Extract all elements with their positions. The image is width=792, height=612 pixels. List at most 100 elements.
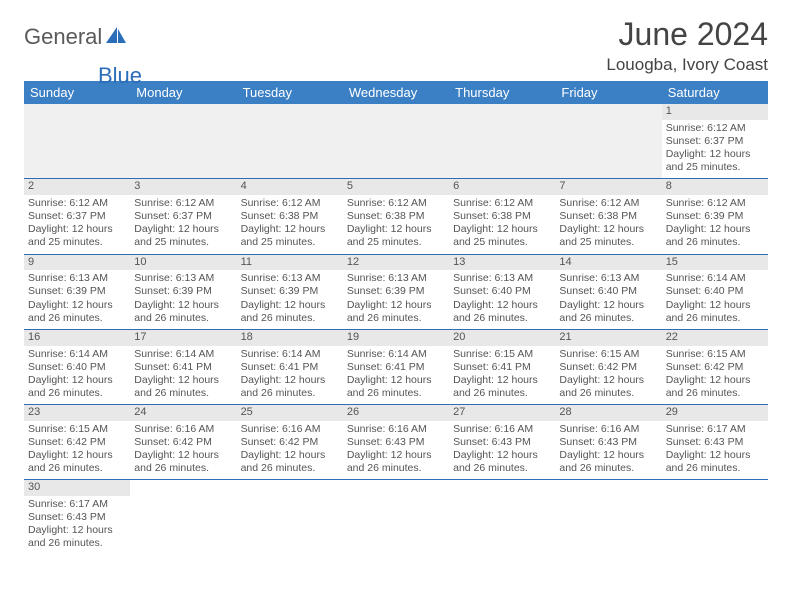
- daylight-line: Daylight: 12 hours and 25 minutes.: [134, 223, 232, 249]
- calendar-table: SundayMondayTuesdayWednesdayThursdayFrid…: [24, 81, 768, 555]
- calendar-day-cell: 13Sunrise: 6:13 AMSunset: 6:40 PMDayligh…: [449, 254, 555, 329]
- sunrise-line: Sunrise: 6:13 AM: [453, 272, 551, 285]
- calendar-day-cell: 21Sunrise: 6:15 AMSunset: 6:42 PMDayligh…: [555, 329, 661, 404]
- calendar-day-cell: 12Sunrise: 6:13 AMSunset: 6:39 PMDayligh…: [343, 254, 449, 329]
- calendar-day-cell: 3Sunrise: 6:12 AMSunset: 6:37 PMDaylight…: [130, 179, 236, 254]
- calendar-day-cell: [130, 104, 236, 179]
- sunrise-line: Sunrise: 6:15 AM: [559, 348, 657, 361]
- sunset-line: Sunset: 6:40 PM: [559, 285, 657, 298]
- sunrise-line: Sunrise: 6:12 AM: [666, 122, 764, 135]
- calendar-day-cell: [24, 104, 130, 179]
- daylight-line: Daylight: 12 hours and 26 minutes.: [134, 374, 232, 400]
- sunset-line: Sunset: 6:40 PM: [28, 361, 126, 374]
- sunrise-line: Sunrise: 6:16 AM: [347, 423, 445, 436]
- sunset-line: Sunset: 6:43 PM: [453, 436, 551, 449]
- daylight-line: Daylight: 12 hours and 25 minutes.: [559, 223, 657, 249]
- sunset-line: Sunset: 6:39 PM: [666, 210, 764, 223]
- calendar-week-row: 30Sunrise: 6:17 AMSunset: 6:43 PMDayligh…: [24, 480, 768, 555]
- calendar-day-cell: [237, 480, 343, 555]
- calendar-day-cell: 1Sunrise: 6:12 AMSunset: 6:37 PMDaylight…: [662, 104, 768, 179]
- sunset-line: Sunset: 6:41 PM: [241, 361, 339, 374]
- logo-text-general: General: [24, 24, 102, 50]
- sunrise-line: Sunrise: 6:12 AM: [453, 197, 551, 210]
- calendar-day-cell: [237, 104, 343, 179]
- daylight-line: Daylight: 12 hours and 26 minutes.: [28, 524, 126, 550]
- calendar-day-cell: [130, 480, 236, 555]
- logo-text-blue: Blue: [98, 63, 142, 89]
- daylight-line: Daylight: 12 hours and 26 minutes.: [666, 449, 764, 475]
- calendar-day-cell: 30Sunrise: 6:17 AMSunset: 6:43 PMDayligh…: [24, 480, 130, 555]
- calendar-week-row: 23Sunrise: 6:15 AMSunset: 6:42 PMDayligh…: [24, 405, 768, 480]
- daylight-line: Daylight: 12 hours and 25 minutes.: [666, 148, 764, 174]
- daylight-line: Daylight: 12 hours and 26 minutes.: [453, 449, 551, 475]
- sunset-line: Sunset: 6:43 PM: [347, 436, 445, 449]
- calendar-day-cell: 23Sunrise: 6:15 AMSunset: 6:42 PMDayligh…: [24, 405, 130, 480]
- sunrise-line: Sunrise: 6:16 AM: [241, 423, 339, 436]
- day-number: 4: [237, 179, 343, 195]
- calendar-day-cell: [555, 104, 661, 179]
- sunrise-line: Sunrise: 6:15 AM: [453, 348, 551, 361]
- day-number: 5: [343, 179, 449, 195]
- logo-sail-icon: [106, 25, 128, 50]
- calendar-day-cell: 14Sunrise: 6:13 AMSunset: 6:40 PMDayligh…: [555, 254, 661, 329]
- sunrise-line: Sunrise: 6:14 AM: [347, 348, 445, 361]
- day-number: 25: [237, 405, 343, 421]
- daylight-line: Daylight: 12 hours and 26 minutes.: [241, 299, 339, 325]
- daylight-line: Daylight: 12 hours and 26 minutes.: [134, 449, 232, 475]
- weekday-header: Wednesday: [343, 81, 449, 104]
- daylight-line: Daylight: 12 hours and 25 minutes.: [453, 223, 551, 249]
- daylight-line: Daylight: 12 hours and 26 minutes.: [559, 374, 657, 400]
- daylight-line: Daylight: 12 hours and 25 minutes.: [241, 223, 339, 249]
- daylight-line: Daylight: 12 hours and 25 minutes.: [28, 223, 126, 249]
- calendar-day-cell: 11Sunrise: 6:13 AMSunset: 6:39 PMDayligh…: [237, 254, 343, 329]
- daylight-line: Daylight: 12 hours and 26 minutes.: [28, 449, 126, 475]
- calendar-day-cell: [343, 104, 449, 179]
- day-number: 28: [555, 405, 661, 421]
- calendar-day-cell: 24Sunrise: 6:16 AMSunset: 6:42 PMDayligh…: [130, 405, 236, 480]
- calendar-week-row: 2Sunrise: 6:12 AMSunset: 6:37 PMDaylight…: [24, 179, 768, 254]
- day-number: 11: [237, 255, 343, 271]
- calendar-day-cell: 29Sunrise: 6:17 AMSunset: 6:43 PMDayligh…: [662, 405, 768, 480]
- day-number: 10: [130, 255, 236, 271]
- sunset-line: Sunset: 6:42 PM: [28, 436, 126, 449]
- daylight-line: Daylight: 12 hours and 26 minutes.: [559, 449, 657, 475]
- sunrise-line: Sunrise: 6:14 AM: [134, 348, 232, 361]
- sunrise-line: Sunrise: 6:16 AM: [453, 423, 551, 436]
- sunrise-line: Sunrise: 6:15 AM: [28, 423, 126, 436]
- calendar-body: 1Sunrise: 6:12 AMSunset: 6:37 PMDaylight…: [24, 104, 768, 555]
- sunset-line: Sunset: 6:43 PM: [666, 436, 764, 449]
- calendar-day-cell: 16Sunrise: 6:14 AMSunset: 6:40 PMDayligh…: [24, 329, 130, 404]
- sunset-line: Sunset: 6:42 PM: [559, 361, 657, 374]
- sunset-line: Sunset: 6:42 PM: [666, 361, 764, 374]
- calendar-day-cell: 28Sunrise: 6:16 AMSunset: 6:43 PMDayligh…: [555, 405, 661, 480]
- sunrise-line: Sunrise: 6:16 AM: [134, 423, 232, 436]
- calendar-day-cell: 26Sunrise: 6:16 AMSunset: 6:43 PMDayligh…: [343, 405, 449, 480]
- sunset-line: Sunset: 6:40 PM: [453, 285, 551, 298]
- calendar-day-cell: [449, 104, 555, 179]
- sunrise-line: Sunrise: 6:13 AM: [134, 272, 232, 285]
- sunrise-line: Sunrise: 6:12 AM: [559, 197, 657, 210]
- sunset-line: Sunset: 6:43 PM: [559, 436, 657, 449]
- sunset-line: Sunset: 6:38 PM: [241, 210, 339, 223]
- daylight-line: Daylight: 12 hours and 26 minutes.: [241, 374, 339, 400]
- calendar-day-cell: 10Sunrise: 6:13 AMSunset: 6:39 PMDayligh…: [130, 254, 236, 329]
- sunset-line: Sunset: 6:39 PM: [134, 285, 232, 298]
- calendar-day-cell: 6Sunrise: 6:12 AMSunset: 6:38 PMDaylight…: [449, 179, 555, 254]
- day-number: 15: [662, 255, 768, 271]
- weekday-header: Saturday: [662, 81, 768, 104]
- day-number: 20: [449, 330, 555, 346]
- sunset-line: Sunset: 6:39 PM: [28, 285, 126, 298]
- sunset-line: Sunset: 6:41 PM: [453, 361, 551, 374]
- calendar-day-cell: 19Sunrise: 6:14 AMSunset: 6:41 PMDayligh…: [343, 329, 449, 404]
- day-number: 16: [24, 330, 130, 346]
- sunset-line: Sunset: 6:40 PM: [666, 285, 764, 298]
- calendar-day-cell: 8Sunrise: 6:12 AMSunset: 6:39 PMDaylight…: [662, 179, 768, 254]
- day-number: 1: [662, 104, 768, 120]
- calendar-day-cell: [555, 480, 661, 555]
- daylight-line: Daylight: 12 hours and 26 minutes.: [347, 449, 445, 475]
- daylight-line: Daylight: 12 hours and 26 minutes.: [666, 299, 764, 325]
- day-number: 13: [449, 255, 555, 271]
- sunset-line: Sunset: 6:39 PM: [347, 285, 445, 298]
- sunset-line: Sunset: 6:37 PM: [28, 210, 126, 223]
- sunrise-line: Sunrise: 6:17 AM: [666, 423, 764, 436]
